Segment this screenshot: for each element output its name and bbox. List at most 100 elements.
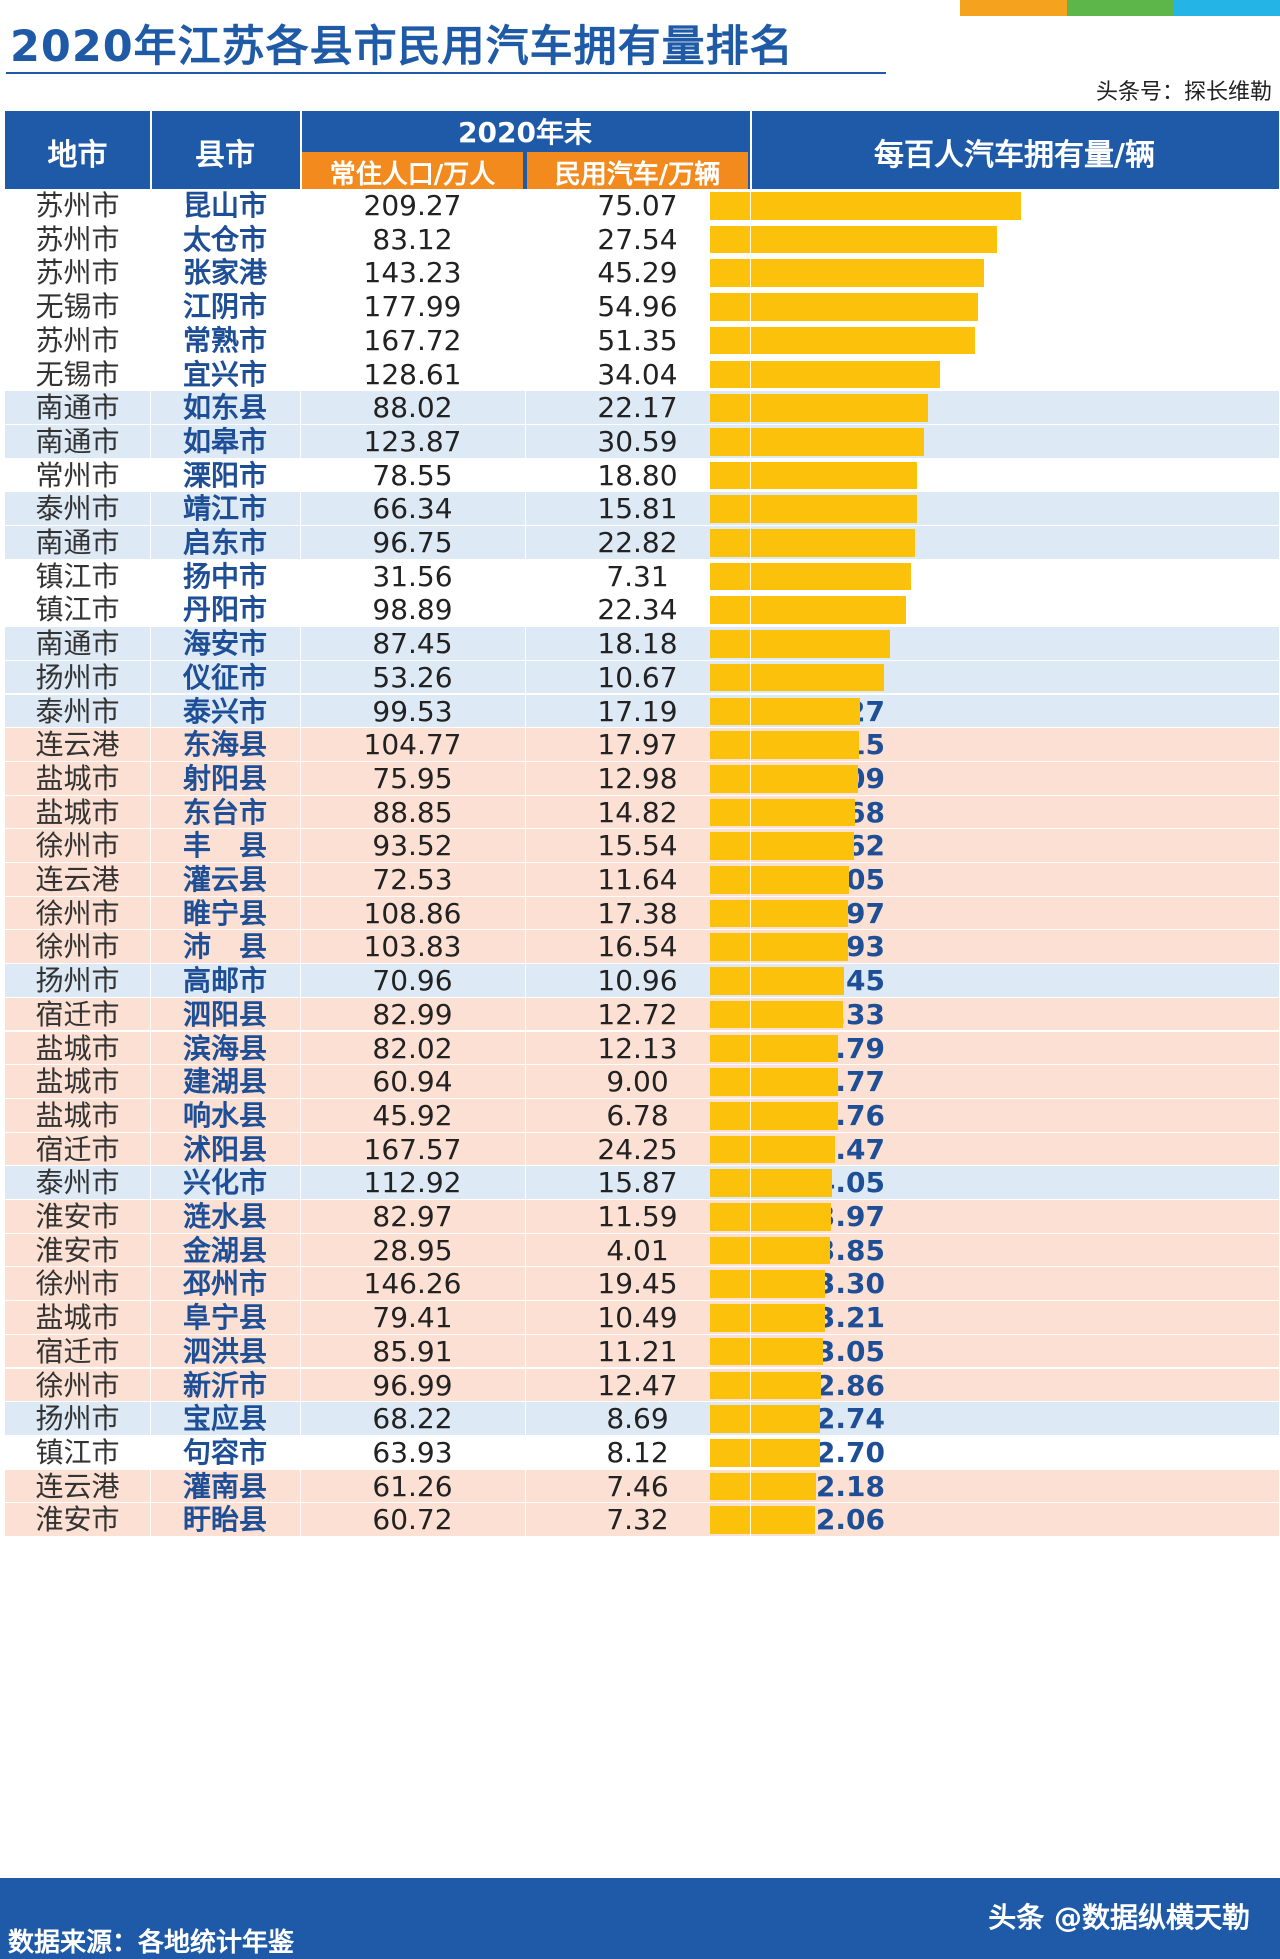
county-cell: 睢宁县 (182, 896, 267, 930)
population-cell: 123.87 (363, 424, 462, 458)
county-cell: 阜宁县 (182, 1301, 267, 1335)
column-divider (750, 222, 751, 257)
rate-bar (710, 1236, 831, 1265)
population-cell: 83.12 (372, 222, 453, 256)
rate-bar (710, 630, 891, 658)
population-cell: 31.56 (372, 559, 453, 593)
city-cell: 泰州市 (35, 694, 120, 728)
column-divider (750, 896, 751, 931)
title-underline (6, 72, 886, 74)
column-divider (525, 829, 526, 863)
row-separator (5, 895, 1279, 897)
column-divider (150, 222, 151, 257)
table-row: 宿迁市 泗洪县 85.91 11.21 13.05 (5, 1334, 1279, 1369)
cars-cell: 12.13 (597, 1031, 678, 1065)
city-cell: 徐州市 (35, 1267, 120, 1301)
county-cell: 昆山市 (182, 189, 267, 222)
population-cell: 45.92 (372, 1098, 453, 1132)
cars-cell: 7.32 (606, 1503, 669, 1537)
column-divider (750, 526, 751, 560)
city-cell: 盐城市 (35, 1098, 120, 1132)
column-divider (150, 1301, 151, 1335)
rate-bar (710, 697, 860, 726)
column-divider (750, 1200, 751, 1234)
column-divider (300, 795, 301, 830)
city-cell: 苏州市 (35, 323, 120, 357)
row-separator (5, 524, 1279, 526)
row-separator (5, 1535, 1279, 1537)
column-divider (300, 829, 301, 863)
city-cell: 连云港 (35, 728, 120, 762)
row-separator (5, 1266, 1279, 1268)
column-divider (300, 1132, 301, 1167)
rate-bar (710, 461, 918, 490)
column-divider (300, 997, 301, 1032)
stripe-green (1066, 0, 1174, 16)
city-cell: 泰州市 (35, 492, 120, 526)
header-divider (300, 111, 302, 193)
rate-bar (710, 967, 844, 995)
column-divider (750, 1098, 751, 1133)
row-separator (5, 1097, 1279, 1099)
column-divider (300, 1334, 301, 1369)
column-divider (750, 660, 751, 695)
population-cell: 209.27 (363, 189, 462, 222)
column-divider (300, 1402, 301, 1436)
column-divider (750, 1132, 751, 1167)
column-divider (525, 997, 526, 1032)
column-divider (300, 323, 301, 358)
row-separator (5, 929, 1279, 931)
county-cell: 灌南县 (182, 1469, 267, 1503)
population-cell: 146.26 (363, 1267, 462, 1301)
rate-bar (710, 731, 859, 759)
column-divider (150, 761, 151, 796)
author-credit: 头条号：探长维勒 (1095, 80, 1272, 105)
header-rate: 每百人汽车拥有量/辆 (874, 138, 1155, 173)
column-divider (750, 627, 751, 661)
rate-bar (710, 663, 884, 692)
population-cell: 78.55 (372, 458, 453, 492)
column-divider (300, 627, 301, 661)
rate-bar (710, 1337, 824, 1366)
column-divider (525, 627, 526, 661)
column-divider (300, 222, 301, 257)
header-year: 2020年末 (458, 116, 592, 149)
county-cell: 盱眙县 (182, 1503, 267, 1537)
row-separator (5, 457, 1279, 459)
row-separator (5, 221, 1279, 223)
rate-bar (710, 764, 859, 793)
county-cell: 泗洪县 (182, 1334, 267, 1368)
rate-bar (710, 1034, 839, 1063)
county-cell: 如皋市 (182, 424, 267, 458)
city-cell: 宿迁市 (35, 1132, 120, 1166)
table-header: 地市 县市 2020年末 常住人口/万人 民用汽车/万辆 每百人汽车拥有量/辆 (5, 111, 1279, 193)
column-divider (150, 1368, 151, 1403)
column-divider (525, 1065, 526, 1099)
column-divider (525, 593, 526, 628)
city-cell: 徐州市 (35, 829, 120, 863)
cars-cell: 4.01 (606, 1233, 669, 1267)
column-divider (750, 1301, 751, 1335)
rate-bar (710, 1101, 838, 1130)
column-divider (150, 964, 151, 998)
table-row: 徐州市 新沂市 96.99 12.47 12.86 (5, 1368, 1279, 1403)
column-divider (300, 694, 301, 729)
column-divider (150, 256, 151, 291)
rate-bar (710, 933, 849, 962)
city-cell: 淮安市 (35, 1200, 120, 1233)
column-divider (750, 964, 751, 998)
column-divider (750, 829, 751, 863)
column-divider (750, 323, 751, 358)
county-cell: 沛 县 (182, 930, 267, 964)
rate-bar (710, 1068, 839, 1096)
table-row: 盐城市 响水县 45.92 6.78 14.76 (5, 1098, 1279, 1133)
rate-bar (710, 427, 925, 456)
row-separator (5, 626, 1279, 628)
